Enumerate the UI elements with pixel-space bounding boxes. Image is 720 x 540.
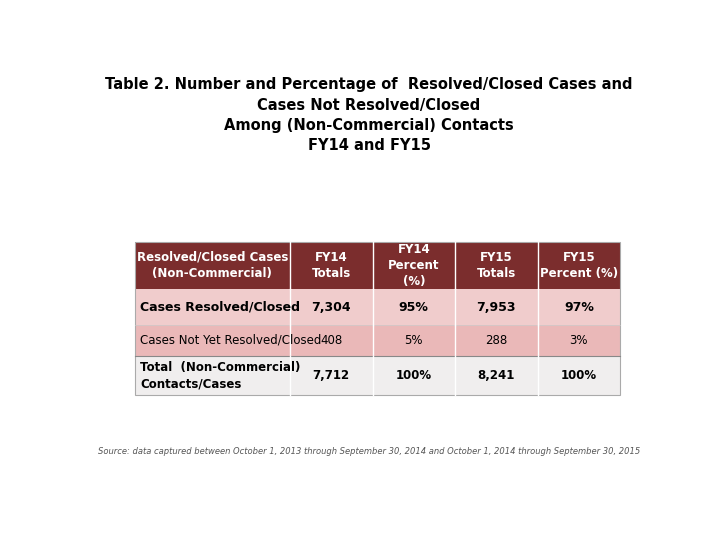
Text: Source: data captured between October 1, 2013 through September 30, 2014 and Oct: Source: data captured between October 1,… [98,447,640,456]
Text: 7,304: 7,304 [312,300,351,314]
Text: 288: 288 [485,334,508,347]
Text: FY15
Percent (%): FY15 Percent (%) [540,251,618,280]
Bar [135,289,290,325]
Text: 3%: 3% [570,334,588,347]
Bar [538,325,620,356]
Text: 8,241: 8,241 [477,369,515,382]
Text: FY15
Totals: FY15 Totals [477,251,516,280]
Text: FY14
Totals: FY14 Totals [312,251,351,280]
Bar [290,325,372,356]
Text: Cases Resolved/Closed: Cases Resolved/Closed [140,300,300,314]
Text: 97%: 97% [564,300,594,314]
Text: 100%: 100% [396,369,432,382]
Text: 100%: 100% [561,369,597,382]
Bar [538,356,620,395]
Text: Cases Not Yet Resolved/Closed: Cases Not Yet Resolved/Closed [140,334,322,347]
Text: Total  (Non-Commercial)
Contacts/Cases: Total (Non-Commercial) Contacts/Cases [140,361,301,390]
Bar [372,325,455,356]
Text: 7,712: 7,712 [312,369,350,382]
Text: Table 2. Number and Percentage of  Resolved/Closed Cases and
Cases Not Resolved/: Table 2. Number and Percentage of Resolv… [105,77,633,153]
Bar [135,356,290,395]
Bar [538,289,620,325]
Text: 5%: 5% [405,334,423,347]
Bar [455,289,538,325]
Text: 408: 408 [320,334,343,347]
Text: 7,953: 7,953 [477,300,516,314]
Text: 95%: 95% [399,300,428,314]
Bar [290,289,372,325]
Text: FY14
Percent
(%): FY14 Percent (%) [388,243,439,288]
Bar [290,356,372,395]
Bar [372,356,455,395]
Bar [455,356,538,395]
Text: Resolved/Closed Cases
(Non-Commercial): Resolved/Closed Cases (Non-Commercial) [137,251,288,280]
Bar [455,325,538,356]
Bar [372,289,455,325]
Bar [135,325,290,356]
